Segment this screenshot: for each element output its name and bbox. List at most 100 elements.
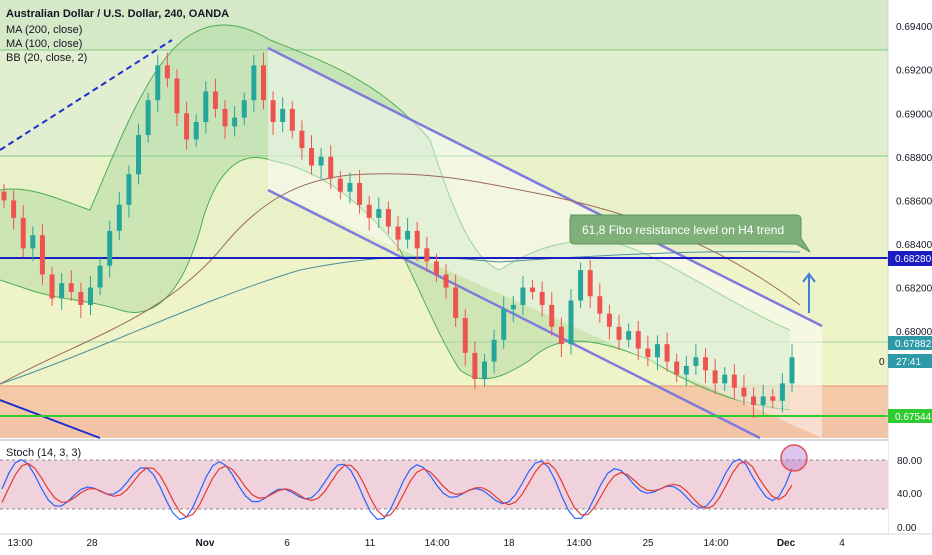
candle-body	[770, 396, 776, 401]
candle-body	[530, 287, 536, 292]
candle-body	[270, 100, 276, 122]
candle-body	[357, 182, 363, 205]
candle-body	[626, 331, 632, 340]
candle-body	[664, 344, 670, 362]
candle-body	[232, 117, 238, 127]
time-tick-label: 11	[365, 538, 376, 549]
legend-ma-200[interactable]: MA (200, close)	[6, 24, 83, 36]
candle-body	[587, 270, 593, 297]
time-axis[interactable]	[0, 534, 932, 550]
annotation-callout[interactable]: 61,8 Fibo resistance level on H4 trend	[569, 214, 811, 253]
candle-body	[520, 287, 526, 305]
candle-body	[241, 100, 247, 118]
channel-upper-line	[267, 46, 823, 328]
candle-body	[654, 344, 660, 358]
candle-body	[49, 274, 55, 299]
time-tick-label: 28	[86, 538, 98, 549]
candle-body	[347, 182, 353, 192]
candle-body	[164, 65, 170, 79]
candle-body	[11, 200, 17, 218]
stoch-tick-label: 40.00	[897, 489, 922, 500]
price-tick-label: 0.68200	[896, 284, 932, 295]
time-tick-label: 25	[642, 538, 654, 549]
time-tick-label: 6	[284, 538, 290, 549]
price-tick-label: 0.69200	[896, 66, 932, 77]
legend-ma-100[interactable]: MA (100, close)	[6, 38, 83, 50]
price-tick-label: 0.68600	[896, 196, 932, 207]
candle-body	[155, 65, 161, 101]
candle-body	[212, 91, 218, 109]
candlestick-series	[1, 52, 795, 418]
time-tick-label: 14:00	[424, 538, 449, 549]
candle-body	[558, 326, 564, 345]
time-tick-label: 4	[839, 538, 845, 549]
candle-body	[203, 91, 209, 122]
candle-body	[78, 291, 84, 305]
price-tick-label: 0.69000	[896, 109, 932, 120]
candle-body	[779, 383, 785, 401]
time-tick-label: 18	[503, 538, 515, 549]
candle-body	[39, 235, 45, 275]
stoch-tick-label: 0.00	[897, 523, 917, 534]
stoch-d-line	[1, 460, 793, 518]
candle-body	[443, 274, 449, 288]
candle-body	[693, 357, 699, 366]
candle-body	[366, 204, 372, 218]
svg-text:0.67882: 0.67882	[895, 339, 932, 350]
candle-body	[751, 396, 757, 406]
candle-body	[385, 209, 391, 227]
candle-body	[174, 78, 180, 114]
time-axis-ticks: 13:00 28 Nov 6 11 14:00 18 14:00 25 14:00 Dec 4	[7, 538, 845, 549]
candle-body	[722, 374, 728, 384]
bollinger-lower	[0, 157, 791, 411]
svg-text:0.67544: 0.67544	[895, 412, 932, 423]
stochastic-legend[interactable]: Stoch (14, 3, 3)	[6, 447, 82, 459]
time-tick-label: Nov	[196, 538, 215, 549]
candle-body	[491, 339, 497, 362]
price-tick-label: 0.68400	[896, 240, 932, 251]
price-tick-label: 0.69400	[896, 22, 932, 33]
candle-body	[145, 100, 151, 136]
time-tick-label: 14:00	[566, 538, 591, 549]
candle-body	[280, 108, 286, 122]
candle-body	[299, 130, 305, 149]
svg-text:0.68280: 0.68280	[895, 254, 932, 265]
stoch-highlight-circle	[780, 444, 808, 472]
svg-text:0: 0	[879, 357, 885, 368]
chart-title: Australian Dollar / U.S. Dollar, 240, OA…	[6, 8, 230, 20]
legend-bollinger[interactable]: BB (20, close, 2)	[6, 52, 88, 64]
current-price-label: 0.67882 27:41 0	[879, 336, 932, 368]
price-tick-label: 0.68000	[896, 327, 932, 338]
candle-body	[97, 265, 103, 288]
annotation-text: 61,8 Fibo resistance level on H4 trend	[582, 223, 784, 237]
candle-body	[645, 348, 651, 358]
descending-channel	[268, 48, 822, 438]
candle-body	[126, 174, 132, 205]
bollinger-band-fill	[0, 24, 790, 411]
time-tick-label: 13:00	[7, 538, 32, 549]
candle-body	[674, 361, 680, 375]
candle-body	[683, 365, 689, 375]
lower-trendline	[0, 399, 101, 439]
candle-body	[116, 204, 122, 231]
candle-body	[309, 148, 315, 166]
candle-body	[789, 357, 795, 384]
candle-body	[318, 156, 324, 166]
candle-body	[568, 300, 574, 345]
candle-body	[712, 370, 718, 384]
candle-body	[549, 304, 555, 327]
candle-body	[481, 361, 487, 380]
candle-body	[68, 283, 74, 292]
candle-body	[260, 65, 266, 101]
candle-body	[1, 191, 7, 201]
candle-body	[424, 248, 430, 262]
candle-body	[731, 374, 737, 388]
candle-body	[184, 113, 190, 140]
candle-body	[539, 291, 545, 305]
svg-text:27:41: 27:41	[896, 357, 921, 368]
candle-body	[59, 283, 65, 299]
stochastic-pane[interactable]: 80.00 40.00 0.00	[0, 439, 922, 534]
time-tick-label: 14:00	[703, 538, 728, 549]
